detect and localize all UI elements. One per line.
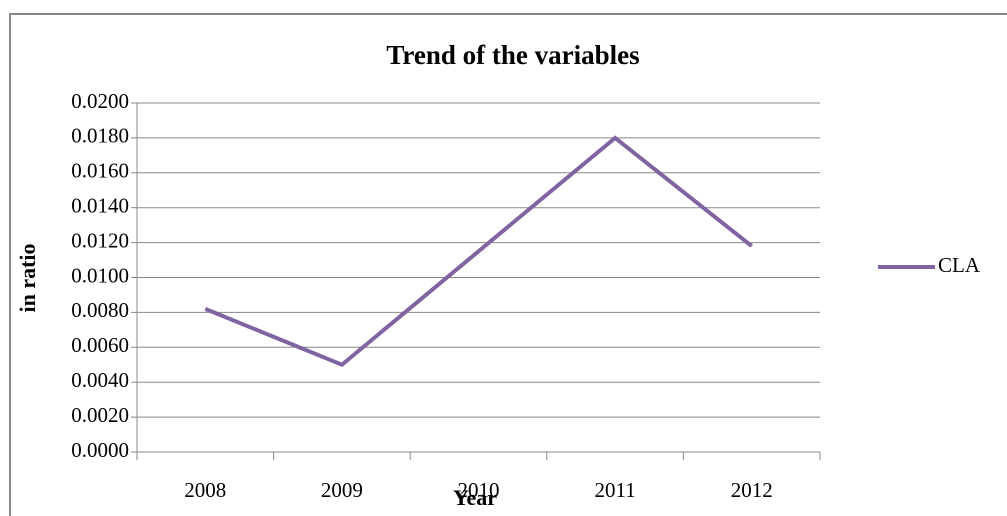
y-tick-label: 0.0020 xyxy=(71,403,129,427)
x-tick-label: 2008 xyxy=(184,478,226,502)
x-tick-label: 2009 xyxy=(321,478,363,502)
chart-title: Trend of the variables xyxy=(386,40,639,70)
y-tick-label: 0.0060 xyxy=(71,333,129,357)
x-tick-label: 2010 xyxy=(458,478,500,502)
y-tick-label: 0.0120 xyxy=(71,228,129,252)
y-tick-label: 0.0200 xyxy=(71,89,129,113)
y-tick-label: 0.0160 xyxy=(71,159,129,183)
y-tick-label: 0.0040 xyxy=(71,368,129,392)
y-tick-label: 0.0000 xyxy=(71,438,129,462)
y-axis-label: in ratio xyxy=(15,243,40,312)
y-tick-label: 0.0080 xyxy=(71,298,129,322)
legend-label: CLA xyxy=(938,253,981,277)
x-tick-label: 2012 xyxy=(731,478,773,502)
chart-frame xyxy=(9,13,1007,516)
x-axis-label: Year xyxy=(453,485,497,510)
y-tick-label: 0.0100 xyxy=(71,263,129,287)
x-tick-label: 2011 xyxy=(594,478,635,502)
y-tick-label: 0.0180 xyxy=(71,124,129,148)
data-line xyxy=(204,135,753,368)
y-tick-label: 0.0140 xyxy=(71,194,129,218)
